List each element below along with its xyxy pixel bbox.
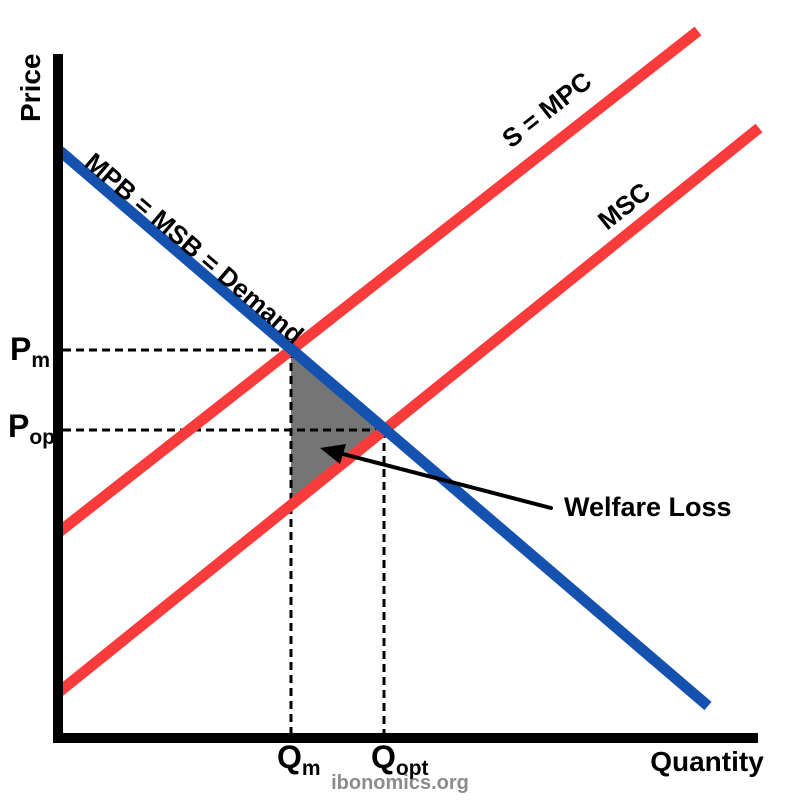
annotation-arrow-line: [341, 452, 553, 510]
popt-label-main: P: [8, 408, 29, 444]
popt-label: Popt: [8, 408, 62, 449]
qm-label: Qm: [277, 739, 321, 780]
msc-line: [55, 123, 763, 697]
demand-line: [56, 146, 712, 711]
qm-label-main: Q: [277, 739, 302, 775]
welfare-loss-label: Welfare Loss: [564, 492, 732, 522]
pm-label: Pm: [10, 331, 50, 372]
msc-label: MSC: [592, 176, 656, 236]
demand-label: MPB = MSB = Demand: [79, 147, 309, 350]
welfare-loss-triangle: [291, 350, 384, 505]
qopt-label: Qopt: [371, 739, 429, 780]
quantity-axis-label: Quantity: [650, 746, 764, 777]
pm-label-main: P: [10, 331, 31, 367]
supply-mpc-label: S = MPC: [496, 65, 597, 153]
qopt-label-sub: opt: [396, 757, 429, 780]
popt-label-sub: opt: [29, 426, 62, 449]
qm-label-sub: m: [302, 757, 321, 780]
qopt-label-main: Q: [371, 739, 396, 775]
supply-mpc-line: [55, 26, 702, 537]
annotation-arrow-head: [320, 444, 346, 464]
price-axis-label: Price: [15, 54, 46, 123]
pm-label-sub: m: [31, 349, 50, 372]
watermark-text: ibonomics.org: [331, 772, 469, 794]
